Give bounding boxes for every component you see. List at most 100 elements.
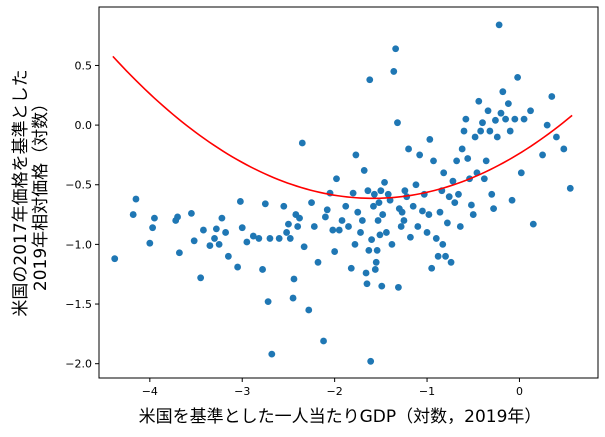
data-point-23 — [243, 238, 251, 246]
data-point-143 — [488, 190, 496, 198]
data-point-145 — [492, 116, 499, 124]
plot-frame — [98, 6, 599, 379]
data-point-163 — [553, 133, 560, 141]
y-tick-label-2: −0.5 — [65, 179, 92, 192]
data-point-8 — [175, 249, 183, 257]
data-point-82 — [378, 282, 386, 290]
data-point-119 — [443, 219, 451, 227]
data-point-125 — [455, 190, 462, 198]
data-point-27 — [261, 200, 269, 208]
data-point-113 — [434, 252, 442, 260]
data-point-164 — [560, 145, 568, 153]
data-point-17 — [218, 214, 226, 222]
data-point-152 — [506, 127, 514, 135]
data-point-104 — [416, 151, 424, 159]
data-point-144 — [490, 205, 497, 213]
data-point-60 — [351, 240, 359, 248]
data-point-136 — [475, 97, 483, 105]
x-tick-label-0: −4 — [142, 385, 158, 398]
data-point-25 — [255, 235, 263, 242]
x-axis-title: 米国を基準とした一人当たりGDP（対数，2019年） — [139, 407, 542, 427]
data-point-19 — [224, 252, 232, 260]
data-point-30 — [268, 350, 276, 358]
data-point-11 — [197, 274, 205, 282]
data-point-61 — [352, 151, 360, 159]
x-tick-label-3: −1 — [419, 385, 435, 398]
data-point-76 — [372, 258, 380, 266]
data-point-86 — [384, 190, 392, 198]
data-point-101 — [409, 202, 417, 210]
data-point-90 — [392, 45, 400, 53]
data-point-124 — [453, 157, 461, 165]
data-point-120 — [445, 193, 453, 201]
data-point-62 — [354, 208, 362, 216]
data-point-137 — [477, 127, 485, 135]
data-point-111 — [430, 157, 437, 165]
y-axis-title: 米国の2017年価格を基準とした 2019年相対価格（対数） — [11, 69, 51, 316]
data-point-149 — [499, 88, 507, 96]
data-point-49 — [323, 206, 331, 214]
data-point-79 — [375, 199, 383, 207]
data-point-156 — [517, 169, 525, 177]
data-point-37 — [290, 275, 298, 283]
x-tick-label-1: −3 — [234, 385, 250, 398]
data-point-81 — [377, 187, 385, 195]
data-point-128 — [460, 127, 468, 135]
data-point-1 — [129, 211, 137, 218]
y-axis-title-line-2: 2019年相対価格（対数） — [31, 95, 51, 291]
data-point-59 — [349, 189, 357, 197]
data-point-14 — [211, 235, 218, 242]
data-point-47 — [320, 337, 327, 345]
data-point-150 — [502, 115, 509, 123]
data-point-96 — [400, 217, 408, 224]
data-point-117 — [440, 169, 448, 177]
data-point-57 — [345, 223, 352, 230]
plot-background — [99, 7, 598, 378]
data-point-73 — [370, 202, 377, 210]
data-point-140 — [482, 157, 490, 165]
y-tick-label-5: −2.0 — [65, 358, 92, 371]
data-point-100 — [407, 233, 414, 241]
data-point-65 — [360, 167, 368, 174]
data-point-103 — [414, 223, 422, 230]
data-point-85 — [382, 229, 390, 236]
data-point-72 — [368, 236, 375, 244]
data-point-151 — [504, 100, 512, 108]
data-point-53 — [333, 175, 340, 183]
data-point-40 — [296, 214, 303, 222]
data-point-58 — [347, 264, 355, 272]
data-point-109 — [426, 136, 434, 143]
data-point-26 — [259, 266, 266, 273]
data-point-155 — [514, 73, 522, 81]
data-point-126 — [456, 223, 464, 230]
data-point-18 — [222, 229, 230, 236]
data-point-71 — [367, 357, 375, 365]
data-point-153 — [508, 196, 516, 204]
data-point-55 — [338, 217, 346, 224]
data-point-97 — [401, 187, 409, 195]
y-tick-label-3: −1.0 — [65, 238, 92, 251]
x-axis: −4 −3 −2 −1 0 — [142, 378, 523, 398]
data-point-165 — [566, 184, 574, 192]
data-point-80 — [376, 231, 384, 239]
data-point-147 — [495, 21, 503, 29]
data-point-24 — [249, 232, 257, 240]
data-point-89 — [390, 68, 398, 75]
data-point-74 — [370, 190, 378, 198]
data-point-108 — [425, 211, 433, 218]
data-point-35 — [286, 235, 294, 242]
data-point-29 — [266, 235, 274, 242]
data-point-134 — [471, 133, 479, 141]
data-point-123 — [451, 199, 459, 207]
plot-area — [98, 6, 599, 379]
data-point-10 — [190, 237, 198, 245]
data-point-133 — [469, 211, 477, 218]
data-point-130 — [464, 155, 472, 162]
data-point-159 — [529, 220, 537, 228]
data-point-118 — [442, 252, 449, 260]
data-point-121 — [447, 258, 455, 266]
data-point-157 — [520, 115, 528, 123]
data-point-114 — [436, 208, 444, 216]
data-point-68 — [364, 187, 372, 195]
data-point-44 — [308, 199, 315, 207]
